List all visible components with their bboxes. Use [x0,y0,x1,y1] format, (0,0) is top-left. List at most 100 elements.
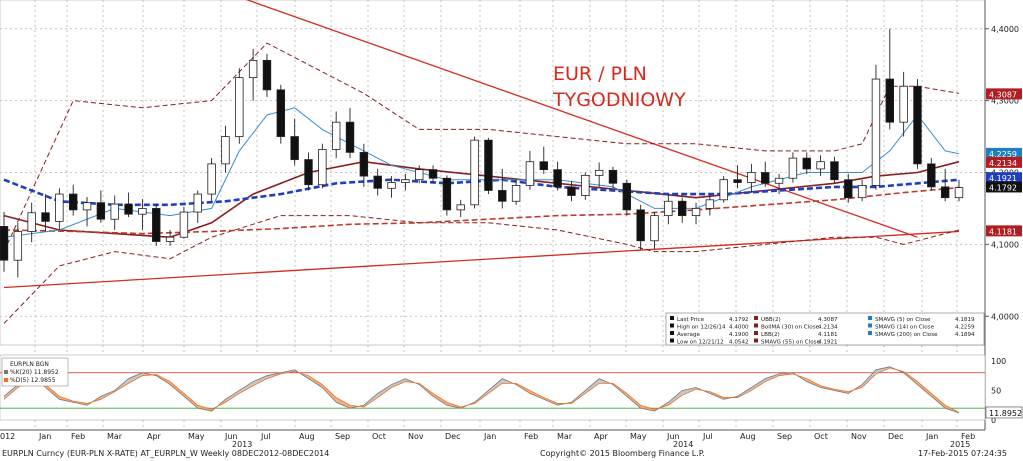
legend-box [665,312,985,346]
candle-body [857,185,867,199]
candle [13,222,23,278]
osc-fill [170,381,184,397]
candle-body [415,169,424,181]
x-tick-label: Jul [702,432,713,441]
candle-body [345,121,355,153]
candle [110,195,119,230]
candle-body [677,200,687,217]
candle-body [719,179,728,201]
legend: Last Price 4.1792 UBB(2) 4.3087 SMAVG (5) on… [665,312,985,346]
candle [27,202,36,243]
candle [733,165,742,189]
x-tick-label: Aug [740,432,756,441]
legend-swatch [670,323,674,328]
legend-label: SMAVG (5) on Close [875,317,931,323]
legend-value: 4.1181 [818,332,838,338]
price-label-box [986,181,1022,193]
candle [470,136,479,209]
candle-body [428,169,438,179]
candle [221,125,230,173]
candle [179,207,189,239]
price-label: 4.2134 [986,156,1022,168]
candle [484,138,493,195]
legend-label: SMAVG (14) on Close [875,325,935,331]
osc-legend-box [1,357,69,387]
osc-value-text: 11.8952 [989,409,1022,418]
osc-fill [4,384,18,400]
candle [373,168,382,196]
x-tick-label: Dec [888,432,903,441]
osc-legend: EURPLN BGN%K(20) 11.8952%D(5) 12.9855 [1,357,69,387]
candle-body [27,212,36,232]
candle-body [221,136,230,165]
osc-fill [377,384,392,398]
osc-fill [765,373,780,382]
candle-body [816,161,825,170]
candle-body [276,89,286,137]
osc-fill [585,378,600,394]
candle-body [940,186,950,199]
x-tick-label: Dec [445,432,460,441]
x-tick-label: Jul [260,432,271,441]
x-tick-label: Jun [224,432,238,441]
candle-body [691,208,701,217]
candle [664,194,673,225]
legend-value: 4.2259 [955,325,975,331]
legend-swatch [868,323,872,328]
y-tick-label: 4,0000 [991,312,1019,321]
osc-fill [308,375,323,388]
candle [761,161,770,187]
candle [41,194,50,232]
candle-body [954,187,964,199]
candle-body [331,121,341,150]
candle [594,162,604,187]
legend-swatch [754,316,758,320]
osc-fill [197,405,212,412]
candle [165,230,175,246]
candle-body [165,236,175,242]
legend-swatch [670,338,674,343]
price-label: 4.3087 [986,88,1022,100]
candles [0,28,964,278]
candle-body [636,209,645,242]
x-tick-label: May [630,432,647,441]
candle-body [774,177,784,184]
osc-legend-item: %K(20) 11.8952 [10,369,59,376]
candle-body [373,175,382,189]
x-tick-label: Jan [925,432,938,441]
x-tick-label: Oct [814,432,828,441]
candle-body [456,204,465,211]
candle [415,165,424,184]
chart-subtitle: TYGODNIOWY [552,89,686,111]
osc-fill [253,375,267,386]
candle-body [110,203,119,220]
series-bollma [3,160,960,239]
candle [55,188,64,230]
legend-swatch [670,331,674,335]
candle-body [705,199,715,209]
osc-fill [543,397,558,406]
candle-body [511,185,521,202]
price-label-text: 4.2134 [989,159,1017,168]
candle [830,156,839,184]
legend-label: BollMA (30) on Close [761,325,820,331]
candle [747,163,756,193]
candle-body [830,161,839,181]
candle [705,195,715,216]
x-tick-label: Nov [851,432,867,441]
candle-body [608,169,618,184]
osc-fill [751,378,766,391]
candle [428,165,438,184]
legend-label: High on 12/26/14 [677,325,726,331]
legend-value: 4.3087 [818,317,838,323]
candle [207,158,216,202]
legend-swatch [754,323,758,328]
price-label-text: 4.1921 [989,174,1017,183]
price-label-text: 4.2259 [989,150,1017,159]
series-pk [3,366,960,414]
candle [401,173,410,191]
legend-label: SMAVG (55) on Close [761,340,821,346]
osc-fill [709,391,724,400]
candle [304,152,313,191]
candle [927,158,936,191]
